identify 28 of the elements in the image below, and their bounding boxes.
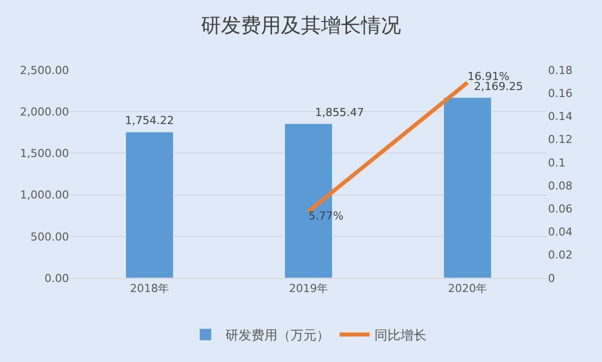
data-label: 2,169.25 [474, 80, 523, 93]
y2-tick-label: 0.04 [548, 226, 572, 239]
y-tick-label: 2,000.00 [20, 105, 69, 118]
data-label: 16.91% [468, 70, 510, 83]
y-tick-label: 500.00 [30, 230, 69, 244]
x-tick-label: 2019年 [289, 282, 328, 296]
y-tick-label: 1,000.00 [20, 188, 69, 202]
y2-tick-label: 0.16 [548, 86, 572, 100]
y-tick-label: 2,500.00 [20, 64, 69, 77]
x-tick-label: 2018年 [130, 282, 169, 296]
data-label: 1,855.47 [315, 106, 364, 119]
x-tick-label: 2020年 [448, 282, 487, 296]
y2-tick-label: 0.12 [548, 133, 572, 146]
y-tick-label: 0.00 [44, 272, 69, 285]
bar [125, 132, 174, 278]
legend-label: 同比增长 [374, 328, 426, 344]
y-tick-label: 1,500.00 [20, 147, 69, 160]
y2-tick-label: 0.06 [548, 202, 572, 216]
y2-tick-label: 0.18 [548, 64, 572, 77]
legend-label: 研发费用（万元） [226, 328, 330, 344]
y2-tick-label: 0.02 [548, 248, 572, 262]
y2-tick-label: 0.14 [548, 110, 572, 124]
chart-title: 研发费用及其增长情况 [201, 13, 401, 38]
data-label: 1,754.22 [125, 114, 174, 127]
bar [443, 97, 492, 278]
y2-tick-label: 0.1 [548, 156, 566, 170]
y2-tick-label: 0 [548, 272, 555, 285]
y2-tick-label: 0.08 [548, 179, 572, 192]
